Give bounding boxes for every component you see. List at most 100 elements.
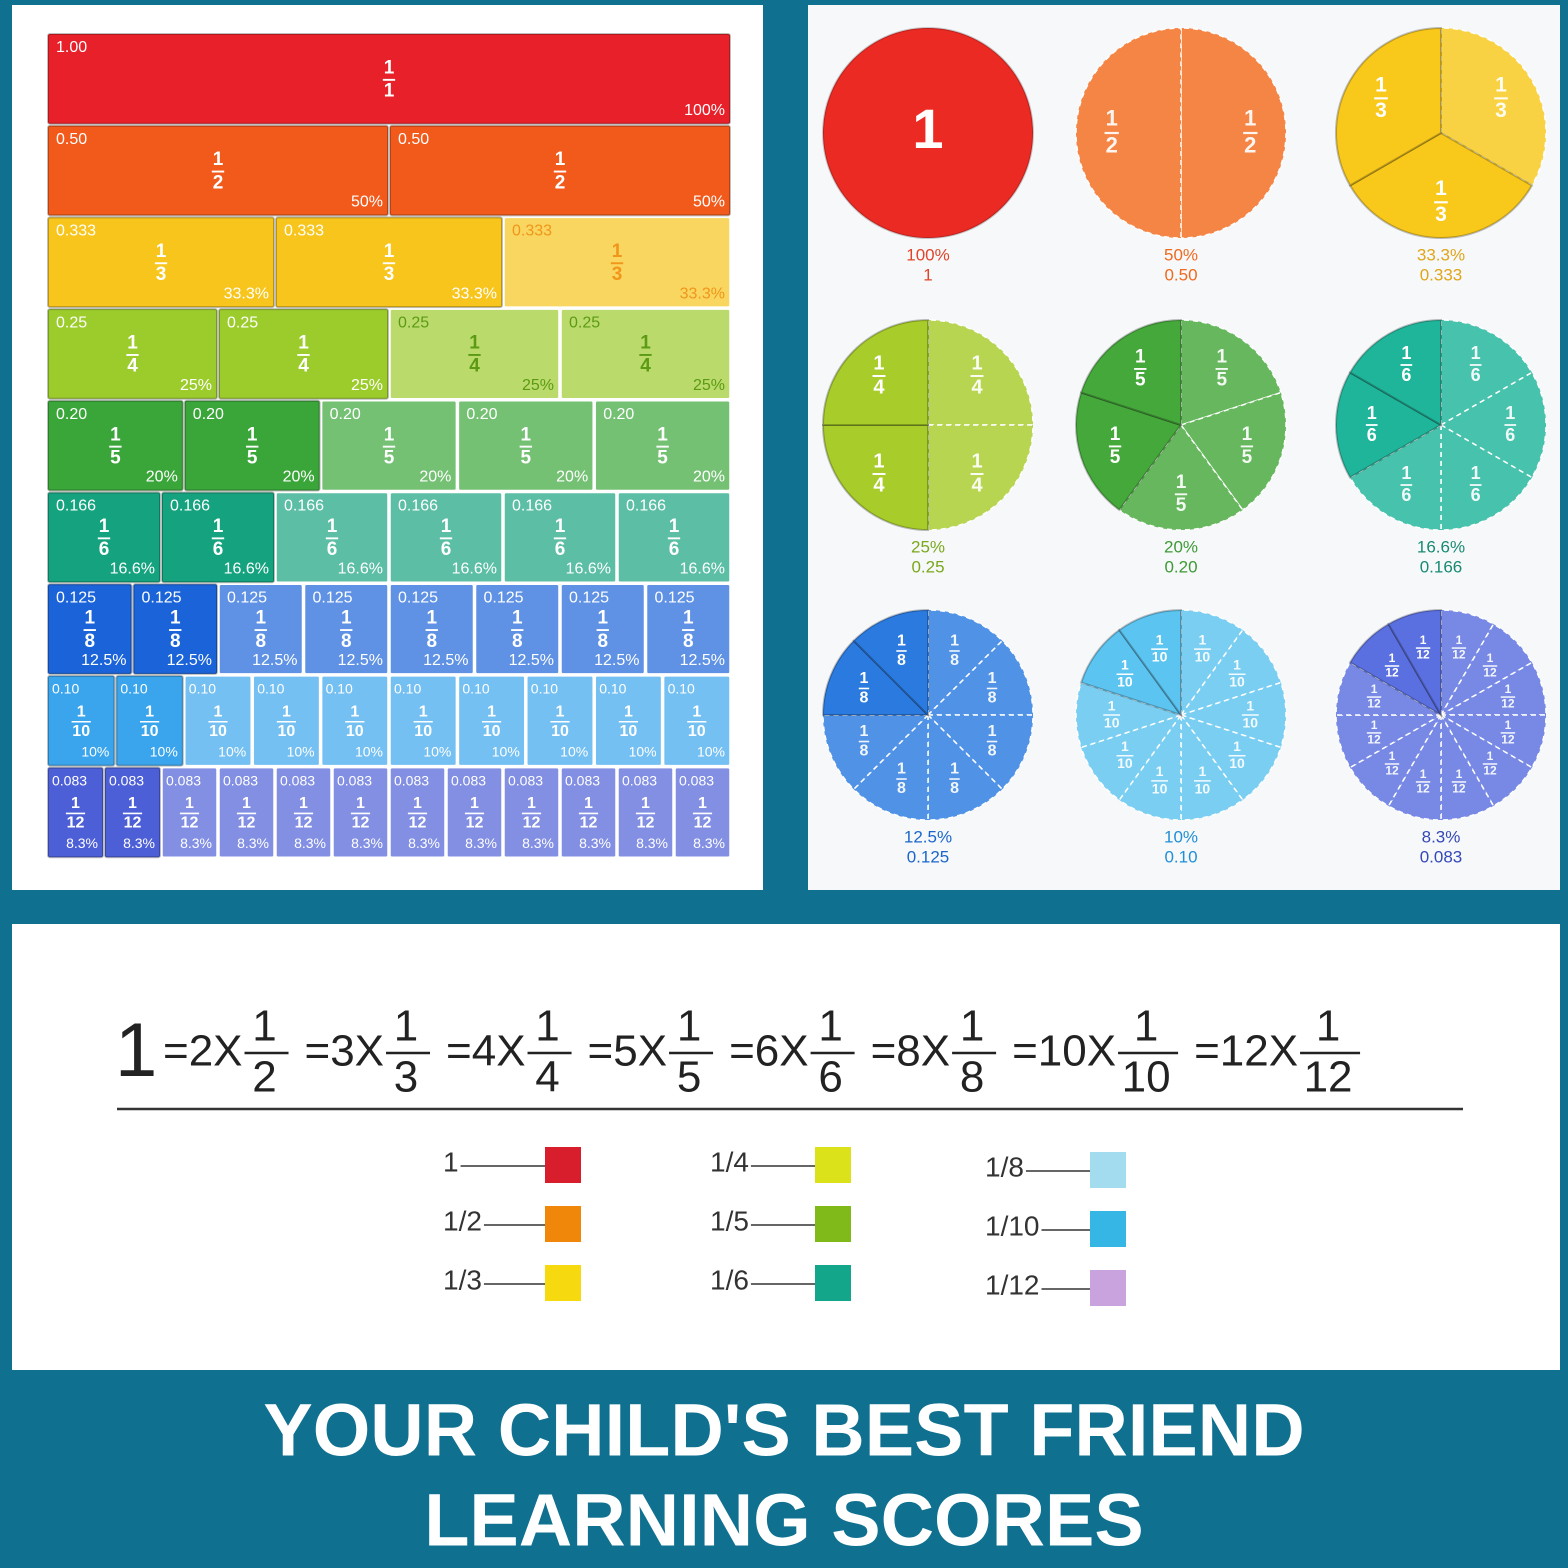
fraction-denominator: 10 bbox=[141, 723, 159, 740]
tile-decimal: 0.10 bbox=[120, 681, 147, 697]
tile-tint bbox=[276, 492, 388, 583]
tile-percent: 16.6% bbox=[110, 560, 155, 577]
fraction-numerator: 1 bbox=[384, 424, 395, 445]
fraction-numerator: 1 bbox=[426, 608, 437, 629]
tile-decimal: 0.125 bbox=[313, 589, 353, 606]
circle-slice bbox=[1180, 712, 1244, 821]
tile-body bbox=[275, 491, 389, 583]
tile-percent: 12.5% bbox=[81, 652, 126, 669]
fraction-denominator: 8 bbox=[426, 631, 437, 652]
fraction-denominator: 12 bbox=[694, 815, 712, 832]
fraction-numerator: 1 bbox=[971, 450, 982, 472]
fraction-tile: 0.10 10% 1 10 bbox=[184, 675, 252, 767]
fraction-denominator: 10 bbox=[688, 723, 706, 740]
fraction-denominator: 12 bbox=[1501, 697, 1515, 711]
tile-decimal: 0.125 bbox=[484, 589, 524, 606]
slice-tint bbox=[823, 715, 928, 790]
tile-percent: 20% bbox=[283, 469, 315, 486]
tile-percent: 33.3% bbox=[224, 285, 269, 302]
fraction-numerator: 1 bbox=[556, 703, 565, 720]
fraction-numerator: 1 bbox=[71, 795, 80, 812]
fraction-denominator: 4 bbox=[127, 356, 138, 377]
tile-decimal: 0.333 bbox=[512, 223, 552, 240]
fraction-tile: 0.125 12.5% 18 bbox=[389, 583, 475, 675]
fraction-denominator: 10 bbox=[1117, 674, 1133, 690]
slice-tint bbox=[1119, 715, 1181, 820]
circle-slice bbox=[1079, 318, 1182, 427]
fraction-denominator: 5 bbox=[1135, 370, 1146, 391]
fraction-numerator: 1 bbox=[1246, 697, 1254, 713]
slice-tint bbox=[1076, 682, 1181, 748]
fraction-numerator: 1 bbox=[1233, 657, 1241, 673]
tile-tint bbox=[504, 492, 616, 583]
tile-body bbox=[47, 491, 161, 584]
tile-body bbox=[674, 766, 731, 859]
slice-tint bbox=[1336, 715, 1441, 768]
tile-percent: 25% bbox=[351, 377, 383, 394]
circle-slice bbox=[1075, 681, 1184, 749]
fraction-tile: 0.125 12.5% 18 bbox=[218, 583, 304, 675]
tile-tint bbox=[253, 675, 320, 766]
tile-body bbox=[104, 766, 161, 859]
fraction-numerator: 1 bbox=[950, 761, 959, 778]
equation-numerator: 1 bbox=[677, 1002, 701, 1051]
tile-percent: 100% bbox=[684, 102, 725, 119]
fraction-denominator: 10 bbox=[278, 723, 296, 740]
banner-line: LEARNING SCORES bbox=[424, 1479, 1144, 1562]
tile-body bbox=[594, 675, 663, 767]
fraction-denominator: 8 bbox=[341, 631, 352, 652]
tile-body bbox=[645, 583, 731, 675]
tile-body bbox=[503, 216, 731, 308]
tile-tint bbox=[504, 217, 730, 308]
color-key-swatch bbox=[1090, 1270, 1126, 1306]
tile-decimal: 0.083 bbox=[223, 772, 258, 788]
circle-slice bbox=[1438, 714, 1547, 769]
circle-slice bbox=[1179, 713, 1282, 801]
tile-body bbox=[662, 675, 731, 767]
circle-slice bbox=[1335, 661, 1444, 716]
fraction-denominator: 8 bbox=[597, 631, 608, 652]
tile-tint bbox=[447, 767, 502, 858]
slice-tint bbox=[1181, 715, 1243, 820]
tile-decimal: 0.10 bbox=[257, 681, 284, 697]
fraction-tile: 0.10 10% 1 10 bbox=[526, 675, 594, 767]
fraction-tile: 0.083 8.3% 1 12 bbox=[161, 766, 218, 859]
slice-tint bbox=[928, 715, 1003, 820]
fraction-numerator: 1 bbox=[213, 149, 224, 170]
circle-decimal: 1 bbox=[923, 265, 932, 284]
fraction-numerator: 1 bbox=[1199, 763, 1207, 779]
fraction-numerator: 1 bbox=[612, 241, 623, 262]
tile-tint bbox=[458, 675, 525, 766]
tile-percent: 20% bbox=[556, 469, 588, 486]
tile-tint bbox=[162, 767, 217, 858]
fraction-denominator: 4 bbox=[469, 356, 480, 377]
color-key-swatch bbox=[1090, 1152, 1126, 1188]
circle-slice bbox=[1349, 423, 1442, 531]
circle-slice bbox=[1440, 423, 1533, 531]
fraction-denominator: 5 bbox=[247, 447, 258, 468]
circle-decimal: 0.125 bbox=[907, 847, 950, 866]
fraction-tile: 0.25 25% 14 bbox=[560, 308, 731, 400]
equation-prefix: =6X bbox=[729, 1027, 809, 1076]
tile-body bbox=[47, 124, 389, 217]
tile-tint bbox=[595, 400, 730, 491]
fraction-tile: 0.333 33.3% 13 bbox=[275, 216, 503, 309]
tile-tint bbox=[276, 767, 331, 858]
tile-body bbox=[560, 583, 646, 675]
fraction-denominator: 12 bbox=[1367, 697, 1381, 711]
tile-tint bbox=[618, 492, 730, 583]
fraction-numerator: 1 bbox=[341, 608, 352, 629]
fraction-denominator: 6 bbox=[555, 539, 566, 560]
tile-decimal: 0.125 bbox=[142, 589, 182, 606]
fraction-denominator: 12 bbox=[295, 815, 313, 832]
color-key-swatch bbox=[545, 1206, 581, 1242]
fraction-tile: 0.20 20% 15 bbox=[320, 400, 458, 492]
tile-body bbox=[218, 766, 275, 859]
tile-decimal: 0.166 bbox=[512, 498, 552, 515]
tile-tint bbox=[646, 584, 730, 674]
tile-percent: 20% bbox=[693, 469, 725, 486]
tile-decimal: 0.10 bbox=[531, 681, 558, 697]
tile-decimal: 0.50 bbox=[398, 131, 429, 148]
circle-slice bbox=[1387, 608, 1442, 719]
tile-body bbox=[218, 583, 304, 675]
